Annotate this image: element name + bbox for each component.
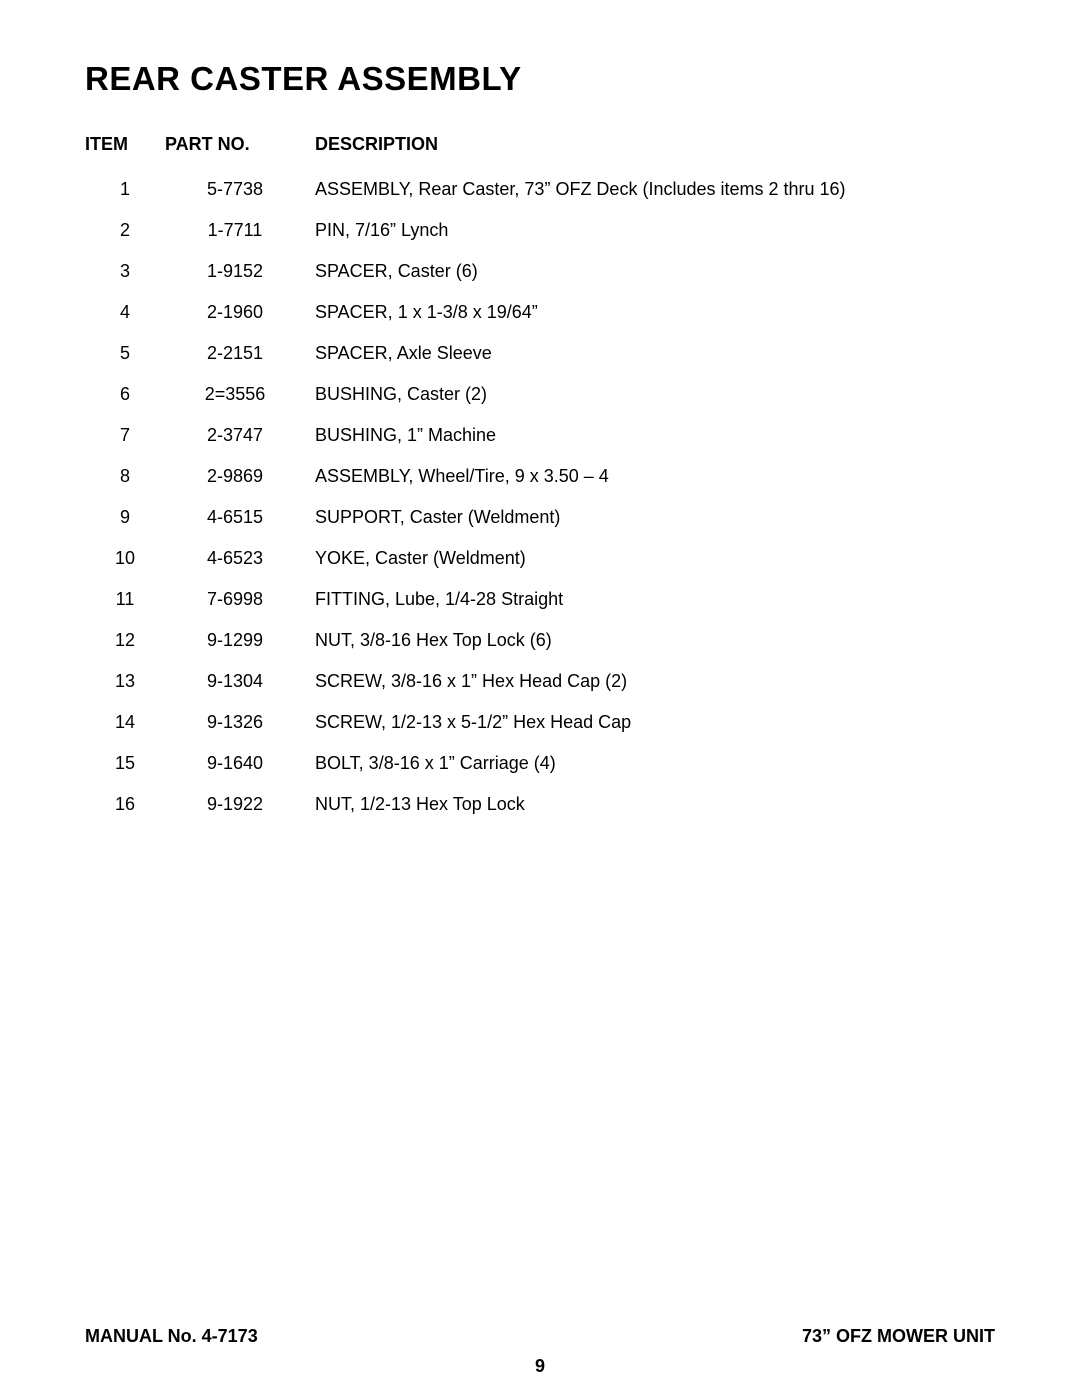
table-row: 139-1304SCREW, 3/8-16 x 1” Hex Head Cap …	[85, 661, 995, 702]
cell-partno: 4-6523	[165, 538, 305, 579]
table-row: 149-1326SCREW, 1/2-13 x 5-1/2” Hex Head …	[85, 702, 995, 743]
cell-item: 3	[85, 251, 165, 292]
cell-description: ASSEMBLY, Rear Caster, 73” OFZ Deck (Inc…	[305, 169, 995, 210]
cell-partno: 1-7711	[165, 210, 305, 251]
cell-partno: 2-3747	[165, 415, 305, 456]
cell-description: SPACER, Axle Sleeve	[305, 333, 995, 374]
cell-partno: 5-7738	[165, 169, 305, 210]
cell-partno: 9-1304	[165, 661, 305, 702]
table-row: 129-1299NUT, 3/8-16 Hex Top Lock (6)	[85, 620, 995, 661]
table-row: 31-9152SPACER, Caster (6)	[85, 251, 995, 292]
cell-item: 4	[85, 292, 165, 333]
table-row: 21-7711PIN, 7/16” Lynch	[85, 210, 995, 251]
table-row: 169-1922NUT, 1/2-13 Hex Top Lock	[85, 784, 995, 825]
table-row: 72-3747BUSHING, 1” Machine	[85, 415, 995, 456]
footer-manual-number: MANUAL No. 4-7173	[85, 1326, 258, 1347]
table-row: 94-6515SUPPORT, Caster (Weldment)	[85, 497, 995, 538]
cell-description: SPACER, Caster (6)	[305, 251, 995, 292]
page-title: REAR CASTER ASSEMBLY	[85, 60, 995, 98]
cell-description: FITTING, Lube, 1/4-28 Straight	[305, 579, 995, 620]
cell-item: 2	[85, 210, 165, 251]
cell-item: 10	[85, 538, 165, 579]
cell-item: 7	[85, 415, 165, 456]
table-row: 104-6523YOKE, Caster (Weldment)	[85, 538, 995, 579]
cell-description: NUT, 1/2-13 Hex Top Lock	[305, 784, 995, 825]
table-row: 15-7738ASSEMBLY, Rear Caster, 73” OFZ De…	[85, 169, 995, 210]
table-row: 117-6998FITTING, Lube, 1/4-28 Straight	[85, 579, 995, 620]
table-row: 52-2151SPACER, Axle Sleeve	[85, 333, 995, 374]
cell-item: 9	[85, 497, 165, 538]
cell-partno: 2-2151	[165, 333, 305, 374]
table-row: 62=3556BUSHING, Caster (2)	[85, 374, 995, 415]
cell-item: 14	[85, 702, 165, 743]
cell-item: 12	[85, 620, 165, 661]
cell-description: SCREW, 3/8-16 x 1” Hex Head Cap (2)	[305, 661, 995, 702]
page: REAR CASTER ASSEMBLY ITEM PART NO. DESCR…	[0, 0, 1080, 1397]
cell-partno: 9-1640	[165, 743, 305, 784]
cell-partno: 4-6515	[165, 497, 305, 538]
cell-item: 16	[85, 784, 165, 825]
cell-description: YOKE, Caster (Weldment)	[305, 538, 995, 579]
cell-partno: 2-9869	[165, 456, 305, 497]
cell-item: 15	[85, 743, 165, 784]
cell-item: 1	[85, 169, 165, 210]
cell-description: BUSHING, Caster (2)	[305, 374, 995, 415]
col-header-description: DESCRIPTION	[305, 128, 995, 169]
cell-partno: 9-1299	[165, 620, 305, 661]
cell-item: 11	[85, 579, 165, 620]
cell-partno: 1-9152	[165, 251, 305, 292]
col-header-item: ITEM	[85, 128, 165, 169]
cell-item: 6	[85, 374, 165, 415]
cell-item: 8	[85, 456, 165, 497]
cell-description: SPACER, 1 x 1-3/8 x 19/64”	[305, 292, 995, 333]
table-header-row: ITEM PART NO. DESCRIPTION	[85, 128, 995, 169]
cell-description: SUPPORT, Caster (Weldment)	[305, 497, 995, 538]
col-header-partno: PART NO.	[165, 128, 305, 169]
cell-partno: 7-6998	[165, 579, 305, 620]
cell-partno: 2=3556	[165, 374, 305, 415]
cell-description: BUSHING, 1” Machine	[305, 415, 995, 456]
parts-table: ITEM PART NO. DESCRIPTION 15-7738ASSEMBL…	[85, 128, 995, 825]
cell-description: ASSEMBLY, Wheel/Tire, 9 x 3.50 – 4	[305, 456, 995, 497]
page-number: 9	[0, 1356, 1080, 1377]
table-row: 159-1640BOLT, 3/8-16 x 1” Carriage (4)	[85, 743, 995, 784]
cell-description: PIN, 7/16” Lynch	[305, 210, 995, 251]
cell-item: 5	[85, 333, 165, 374]
page-footer: MANUAL No. 4-7173 73” OFZ MOWER UNIT	[85, 1326, 995, 1347]
cell-description: NUT, 3/8-16 Hex Top Lock (6)	[305, 620, 995, 661]
cell-partno: 9-1326	[165, 702, 305, 743]
cell-description: BOLT, 3/8-16 x 1” Carriage (4)	[305, 743, 995, 784]
cell-partno: 9-1922	[165, 784, 305, 825]
cell-item: 13	[85, 661, 165, 702]
footer-unit-name: 73” OFZ MOWER UNIT	[802, 1326, 995, 1347]
cell-partno: 2-1960	[165, 292, 305, 333]
table-row: 82-9869ASSEMBLY, Wheel/Tire, 9 x 3.50 – …	[85, 456, 995, 497]
cell-description: SCREW, 1/2-13 x 5-1/2” Hex Head Cap	[305, 702, 995, 743]
table-row: 42-1960SPACER, 1 x 1-3/8 x 19/64”	[85, 292, 995, 333]
